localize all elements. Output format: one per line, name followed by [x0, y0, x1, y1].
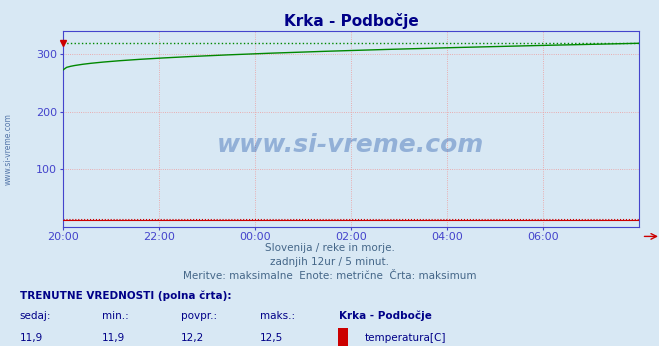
- Text: www.si-vreme.com: www.si-vreme.com: [217, 133, 484, 156]
- Text: TRENUTNE VREDNOSTI (polna črta):: TRENUTNE VREDNOSTI (polna črta):: [20, 291, 231, 301]
- Text: sedaj:: sedaj:: [20, 311, 51, 321]
- Text: temperatura[C]: temperatura[C]: [364, 333, 446, 343]
- Text: Krka - Podbočje: Krka - Podbočje: [339, 311, 432, 321]
- Text: Meritve: maksimalne  Enote: metrične  Črta: maksimum: Meritve: maksimalne Enote: metrične Črta…: [183, 271, 476, 281]
- Text: Slovenija / reke in morje.: Slovenija / reke in morje.: [264, 243, 395, 253]
- Text: 11,9: 11,9: [20, 333, 43, 343]
- Text: 12,2: 12,2: [181, 333, 204, 343]
- Text: povpr.:: povpr.:: [181, 311, 217, 321]
- Text: zadnjih 12ur / 5 minut.: zadnjih 12ur / 5 minut.: [270, 257, 389, 267]
- Text: www.si-vreme.com: www.si-vreme.com: [4, 113, 13, 185]
- Text: maks.:: maks.:: [260, 311, 295, 321]
- Text: 12,5: 12,5: [260, 333, 283, 343]
- Text: 11,9: 11,9: [102, 333, 125, 343]
- Text: min.:: min.:: [102, 311, 129, 321]
- Title: Krka - Podbočje: Krka - Podbočje: [283, 12, 418, 29]
